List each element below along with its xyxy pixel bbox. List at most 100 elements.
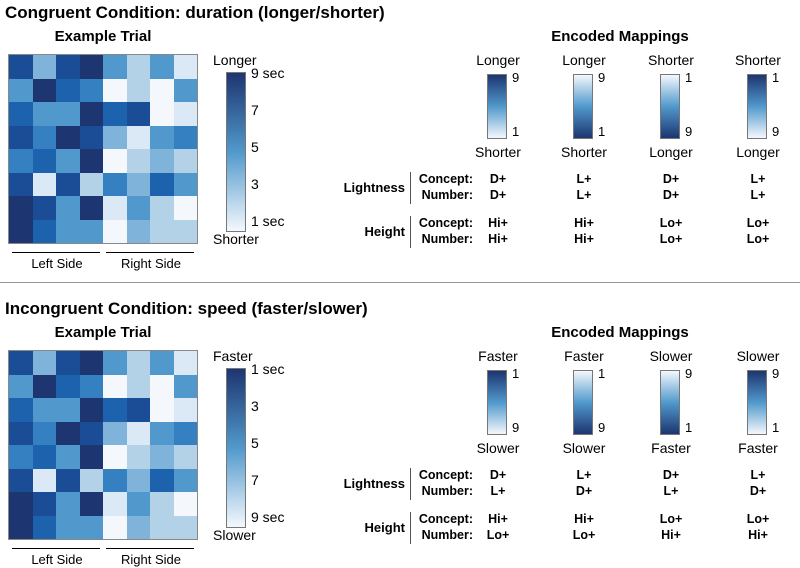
mapping-code-lightness-number: L+ <box>663 484 679 498</box>
example-trial-title: Example Trial <box>54 324 152 341</box>
colorbar-tick-label: 9 sec <box>251 65 285 81</box>
grid-cell <box>32 172 56 196</box>
grid-cell <box>126 445 150 469</box>
grid-cell <box>32 515 56 539</box>
condition-section: Congruent Condition: duration (longer/sh… <box>0 0 800 282</box>
mapping-bottom-number: 1 <box>598 124 606 139</box>
grid-cell <box>56 515 80 539</box>
left-side-bracket <box>12 252 100 253</box>
grid-cell <box>9 125 33 149</box>
grid-cell <box>32 468 56 492</box>
mapping-colorbar <box>747 370 767 435</box>
grid-cell <box>103 172 127 196</box>
grid-cell <box>79 125 103 149</box>
grid-cell <box>126 468 150 492</box>
mapping-code-height-concept: Hi+ <box>574 512 594 526</box>
colorbar-tick-label: 7 <box>251 472 259 488</box>
grid-cell <box>126 492 150 516</box>
mapping-code-height-concept: Lo+ <box>659 216 683 230</box>
mapping-top-number: 1 <box>598 366 606 381</box>
grid-cell <box>56 398 80 422</box>
grid-cell <box>79 515 103 539</box>
grid-cell <box>173 421 197 445</box>
grid-cell <box>56 102 80 126</box>
mapping-code-lightness-number: D+ <box>575 484 593 498</box>
grid-cell <box>173 515 197 539</box>
mapping-code-height-number: Hi+ <box>574 232 594 246</box>
mapping-colorbar <box>573 74 593 139</box>
grid-cell <box>150 102 174 126</box>
example-trial-grid <box>8 350 198 540</box>
colorbar-tick-label: 1 sec <box>251 361 285 377</box>
grid-cell <box>103 102 127 126</box>
mapping-code-height-concept: Lo+ <box>659 512 683 526</box>
grid-cell <box>173 445 197 469</box>
mapping-top-label: Faster <box>564 348 604 364</box>
grid-cell <box>173 398 197 422</box>
colorbar <box>226 72 246 232</box>
grid-cell <box>173 374 197 398</box>
grid-cell <box>79 102 103 126</box>
mapping-code-height-concept: Hi+ <box>574 216 594 230</box>
mapping-code-lightness-number: L+ <box>576 188 592 202</box>
row-group-bracket <box>410 216 411 248</box>
mapping-top-label: Shorter <box>648 52 694 68</box>
grid-cell <box>79 78 103 102</box>
encoded-mappings-title: Encoded Mappings <box>551 28 689 45</box>
number-label: Number: <box>421 528 473 542</box>
concept-label: Concept: <box>418 216 473 230</box>
grid-cell <box>9 172 33 196</box>
mapping-code-lightness-concept: D+ <box>489 172 507 186</box>
right-side-bracket <box>106 252 194 253</box>
grid-cell <box>150 351 174 375</box>
mapping-code-lightness-concept: L+ <box>576 468 592 482</box>
left-side-label: Left Side <box>31 552 83 567</box>
mapping-top-label: Shorter <box>735 52 781 68</box>
mapping-top-label: Longer <box>476 52 520 68</box>
mapping-code-lightness-concept: L+ <box>750 468 766 482</box>
mapping-code-height-number: Lo+ <box>659 232 683 246</box>
grid-cell <box>126 55 150 79</box>
grid-cell <box>103 398 127 422</box>
grid-cell <box>9 196 33 220</box>
mapping-code-lightness-number: D+ <box>662 188 680 202</box>
grid-cell <box>103 492 127 516</box>
grid-cell <box>9 492 33 516</box>
colorbar-tick-label: 3 <box>251 176 259 192</box>
mapping-bottom-label: Slower <box>562 440 606 456</box>
mapping-code-lightness-number: L+ <box>490 484 506 498</box>
mapping-code-lightness-concept: D+ <box>489 468 507 482</box>
colorbar-bottom-label: Shorter <box>213 231 259 247</box>
grid-cell <box>9 102 33 126</box>
grid-cell <box>126 172 150 196</box>
mapping-code-lightness-number: D+ <box>749 484 767 498</box>
mapping-code-lightness-number: D+ <box>489 188 507 202</box>
grid-cell <box>56 78 80 102</box>
grid-cell <box>32 78 56 102</box>
grid-cell <box>56 445 80 469</box>
mapping-bottom-number: 9 <box>512 420 520 435</box>
grid-cell <box>79 468 103 492</box>
colorbar-tick-label: 5 <box>251 139 259 155</box>
mapping-code-height-concept: Lo+ <box>746 216 770 230</box>
mapping-code-lightness-concept: D+ <box>662 172 680 186</box>
grid-cell <box>56 374 80 398</box>
grid-cell <box>56 55 80 79</box>
grid-cell <box>103 515 127 539</box>
grid-cell <box>103 55 127 79</box>
grid-cell <box>173 172 197 196</box>
grid-cell <box>173 351 197 375</box>
mapping-code-height-number: Lo+ <box>746 232 770 246</box>
grid-cell <box>9 515 33 539</box>
grid-cell <box>56 149 80 173</box>
mapping-bottom-label: Longer <box>649 144 693 160</box>
grid-cell <box>103 421 127 445</box>
mapping-code-height-number: Lo+ <box>572 528 596 542</box>
grid-cell <box>126 351 150 375</box>
grid-cell <box>173 468 197 492</box>
grid-cell <box>126 78 150 102</box>
grid-cell <box>150 374 174 398</box>
mapping-code-height-number: Lo+ <box>486 528 510 542</box>
mapping-code-height-number: Hi+ <box>661 528 681 542</box>
